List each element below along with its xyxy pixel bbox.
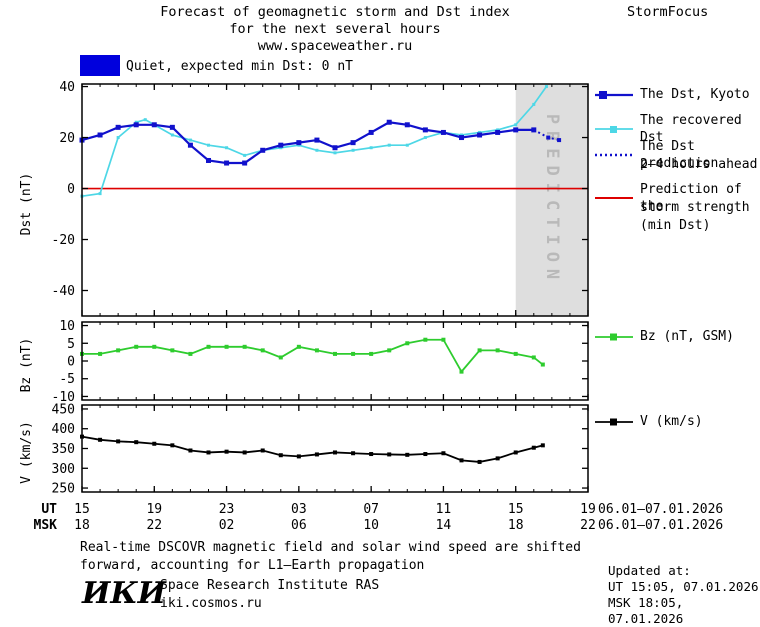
legend-label-prediction-2: 2–4 hours ahead: [640, 157, 758, 172]
svg-text:18: 18: [508, 518, 524, 533]
legend-item-recovered: The recovered Dst: [594, 112, 760, 146]
svg-text:20: 20: [59, 131, 75, 146]
svg-text:-5: -5: [59, 372, 75, 387]
legend-item-strength: Prediction of the: [594, 181, 760, 215]
ut-row-label: UT: [41, 502, 57, 517]
dst-ylabel: Dst (nT): [19, 173, 34, 236]
updated-title: Updated at:: [608, 563, 691, 578]
svg-text:23: 23: [219, 502, 235, 517]
title-block: Forecast of geomagnetic storm and Dst in…: [0, 4, 670, 55]
v-swatch: [595, 418, 633, 425]
legend-label-v: V (km/s): [640, 414, 703, 429]
updated-ut: UT 15:05, 07.01.2026: [608, 579, 759, 594]
prediction-band: [515, 84, 588, 316]
svg-text:0: 0: [67, 355, 75, 370]
legend-item-prediction: The Dst prediction: [594, 138, 760, 172]
msk-date-range: 06.01–07.01.2026: [598, 518, 723, 533]
bz-frame: [81, 321, 589, 401]
v-ylabel: V (km/s): [19, 421, 34, 484]
svg-text:-40: -40: [52, 284, 75, 299]
footnote-line1: Real-time DSCOVR magnetic field and sola…: [80, 540, 581, 555]
dst-frame: [81, 83, 589, 317]
svg-text:11: 11: [436, 502, 452, 517]
updated-msk: MSK 18:05, 07.01.2026: [608, 595, 684, 626]
recovered-dst-series: [81, 86, 548, 198]
status-banner-label: Quiet, expected min Dst: 0 nT: [126, 59, 353, 74]
svg-text:19: 19: [146, 502, 162, 517]
legend-item-bz: Bz (nT, GSM): [594, 328, 734, 345]
legend-label-prediction-1: The Dst prediction: [640, 139, 719, 171]
iki-logo: ИКИ: [82, 576, 166, 611]
legend-item-v: V (km/s): [594, 413, 703, 430]
storm-strength-swatch: [595, 197, 633, 199]
solar-wind-speed-series: [81, 435, 544, 463]
footnote-line2: forward, accounting for L1–Earth propaga…: [80, 557, 425, 573]
svg-text:350: 350: [52, 442, 75, 457]
svg-text:19: 19: [580, 502, 596, 517]
bz-gsm-series: [82, 338, 544, 374]
institute-site: iki.cosmos.ru: [160, 596, 262, 611]
ut-date-range: 06.01–07.01.2026: [598, 502, 723, 517]
legend-label-dst-kyoto: The Dst, Kyoto: [640, 87, 750, 102]
dst-prediction-swatch: [595, 153, 633, 157]
legend-label-recovered: The recovered Dst: [640, 113, 742, 145]
svg-text:10: 10: [363, 518, 379, 533]
svg-text:14: 14: [436, 518, 452, 533]
svg-text:-10: -10: [52, 390, 75, 405]
footnote: Real-time DSCOVR magnetic field and sola…: [80, 539, 581, 574]
legend-label-strength-2: storm strength: [640, 200, 750, 215]
legend-item-dst-kyoto: The Dst, Kyoto: [594, 86, 750, 103]
brand-label: StormFocus: [627, 4, 709, 20]
legend-label-bz: Bz (nT, GSM): [640, 329, 734, 344]
bz-swatch: [595, 333, 633, 340]
institute-name: Space Research Institute RAS: [160, 578, 380, 593]
svg-text:0: 0: [67, 182, 75, 197]
svg-text:03: 03: [291, 502, 307, 517]
svg-text:15: 15: [74, 502, 90, 517]
svg-text:02: 02: [219, 518, 235, 533]
svg-text:300: 300: [52, 462, 75, 477]
svg-text:250: 250: [52, 482, 75, 497]
svg-text:15: 15: [508, 502, 524, 517]
svg-text:10: 10: [59, 319, 75, 334]
bz-ylabel: Bz (nT): [19, 338, 34, 393]
svg-text:5: 5: [67, 337, 75, 352]
svg-text:18: 18: [74, 518, 90, 533]
svg-text:22: 22: [580, 518, 596, 533]
site-url: www.spaceweather.ru: [257, 38, 413, 54]
prediction-band-label: PREDICTION: [542, 114, 562, 286]
svg-text:450: 450: [52, 402, 75, 417]
recovered-dst-swatch: [595, 126, 633, 133]
svg-text:400: 400: [52, 422, 75, 437]
dst-kyoto-swatch: [595, 90, 633, 99]
svg-text:06: 06: [291, 518, 307, 533]
title-line2: for the next several hours: [229, 21, 441, 37]
v-frame: [81, 404, 589, 493]
svg-text:22: 22: [146, 518, 162, 533]
dst-kyoto-series: [81, 121, 534, 165]
title-line1: Forecast of geomagnetic storm and Dst in…: [160, 4, 510, 20]
updated-block: Updated at: UT 15:05, 07.01.2026 MSK 18:…: [608, 563, 760, 627]
svg-text:07: 07: [363, 502, 379, 517]
quiet-level-swatch: [80, 55, 120, 76]
svg-text:-20: -20: [52, 233, 75, 248]
legend-label-strength-1: Prediction of the: [640, 182, 742, 214]
svg-text:40: 40: [59, 80, 75, 95]
legend-label-strength-3: (min Dst): [640, 218, 711, 233]
msk-row-label: MSK: [34, 518, 58, 533]
